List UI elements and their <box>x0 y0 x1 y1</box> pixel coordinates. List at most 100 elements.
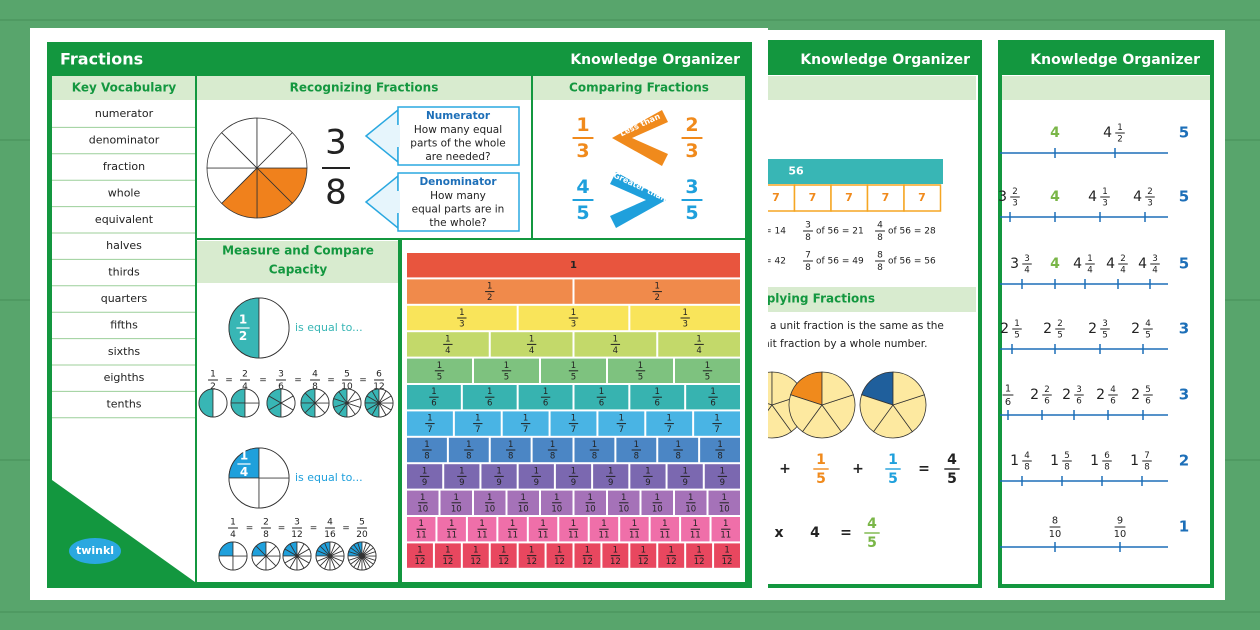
wall-piece-fraction-denominator: 12 <box>638 557 649 567</box>
pie-slice <box>258 447 290 479</box>
line-end-number: 3 <box>1179 320 1189 338</box>
fact-fraction-numerator: 4 <box>877 221 883 231</box>
info-box-text: the whole? <box>429 217 486 229</box>
vocabulary-word: fraction <box>103 160 145 173</box>
wall-piece-fraction-numerator: 1 <box>571 414 576 424</box>
compare-left-numerator: 1 <box>576 114 589 136</box>
whole-number: 2 <box>1043 321 1052 337</box>
compare-right-denominator: 3 <box>685 140 698 162</box>
fraction-numerator: 2 <box>1147 187 1153 197</box>
wall-piece-fraction-numerator: 1 <box>613 334 618 344</box>
fact-fraction-numerator: 7 <box>805 251 811 261</box>
wall-piece-fraction-denominator: 11 <box>659 531 670 541</box>
wall-piece-fraction-denominator: 11 <box>507 531 518 541</box>
fraction-denominator: 4 <box>1152 266 1158 276</box>
whole-number: 1 <box>1130 453 1139 469</box>
vocabulary-word: whole <box>108 186 141 199</box>
wall-piece-fraction-denominator: 11 <box>477 531 488 541</box>
wall-piece-fraction-denominator: 11 <box>568 531 579 541</box>
fraction-numerator: 9 <box>1117 516 1123 527</box>
info-box-text: parts of the whole <box>410 138 505 150</box>
wall-piece-fraction-numerator: 1 <box>662 519 667 529</box>
wall-piece-fraction-numerator: 1 <box>571 308 576 318</box>
whole-number: 3 <box>1010 256 1019 272</box>
wall-piece-fraction-denominator: 11 <box>599 531 610 541</box>
wall-piece-fraction-denominator: 5 <box>638 372 643 382</box>
capacity-fraction-numerator: 1 <box>239 313 247 327</box>
bar-model-part-value: 7 <box>809 191 817 204</box>
wall-piece-fraction-numerator: 1 <box>424 440 429 450</box>
whole-number: 4 <box>1050 189 1060 205</box>
vocabulary-word: eighths <box>104 371 145 384</box>
wall-piece-fraction-numerator: 1 <box>550 440 555 450</box>
wall-piece-fraction-denominator: 12 <box>526 557 537 567</box>
equivalent-fraction-numerator: 1 <box>210 370 216 380</box>
equation-symbol: = <box>840 525 852 541</box>
wall-piece-fraction-denominator: 7 <box>475 425 480 435</box>
whole-number: 2 <box>1030 387 1039 403</box>
wall-piece-fraction-denominator: 12 <box>722 557 733 567</box>
whole-number: 4 <box>1050 256 1060 272</box>
wall-piece-fraction-numerator: 1 <box>571 361 576 371</box>
equivalent-fraction-numerator: 1 <box>230 518 236 528</box>
wall-piece-fraction-numerator: 1 <box>655 387 660 397</box>
fact-fraction-numerator: 8 <box>877 251 883 261</box>
arrow-joint <box>396 191 400 213</box>
section-band <box>533 76 745 100</box>
wall-piece-fraction-denominator: 8 <box>424 451 429 461</box>
wall-piece-fraction-denominator: 5 <box>504 372 509 382</box>
fraction-denominator: 4 <box>1120 266 1126 276</box>
equation-symbol: + <box>779 461 791 477</box>
whole-number: 2 <box>1131 321 1140 337</box>
pie-slice <box>314 388 326 404</box>
fraction-numerator: 4 <box>1110 385 1116 395</box>
wall-piece-fraction-numerator: 1 <box>724 546 729 556</box>
equivalent-fraction-numerator: 3 <box>278 370 284 380</box>
whole-number: 1 <box>1010 453 1019 469</box>
wall-piece-fraction-numerator: 1 <box>473 546 478 556</box>
equivalent-fraction-denominator: 20 <box>356 530 368 540</box>
wall-piece-fraction-numerator: 1 <box>422 466 427 476</box>
wall-piece-fraction-denominator: 7 <box>571 425 576 435</box>
fraction-numerator: 7 <box>1144 451 1150 461</box>
fraction-numerator: 2 <box>1012 187 1018 197</box>
wall-piece-fraction-numerator: 1 <box>501 546 506 556</box>
equals-sign: = <box>225 376 233 386</box>
fraction-denominator: 8 <box>1104 463 1110 473</box>
wall-piece-fraction-denominator: 11 <box>446 531 457 541</box>
wall-piece-fraction-denominator: 12 <box>666 557 677 567</box>
wall-piece-fraction-numerator: 1 <box>487 282 492 292</box>
wall-piece-fraction-numerator: 1 <box>608 466 613 476</box>
equals-sign: = <box>259 376 267 386</box>
wall-piece-fraction-denominator: 10 <box>451 504 462 514</box>
big-denominator: 8 <box>325 173 347 213</box>
body-text: nit fraction by a whole number. <box>763 338 927 350</box>
wall-piece-fraction-denominator: 9 <box>571 478 576 488</box>
wall-piece-fraction-denominator: 11 <box>690 531 701 541</box>
pie-slice <box>232 541 248 557</box>
wall-piece-fraction-numerator: 1 <box>682 466 687 476</box>
header-band <box>760 42 980 75</box>
equivalent-fraction-numerator: 5 <box>359 518 365 528</box>
wall-piece-fraction-denominator: 9 <box>534 478 539 488</box>
wall-piece-fraction-denominator: 9 <box>422 478 427 488</box>
wall-piece-fraction-numerator: 1 <box>445 334 450 344</box>
fraction-numerator: 4 <box>1145 319 1151 329</box>
fact-text: = 14 <box>764 227 786 237</box>
wall-piece-fraction-denominator: 5 <box>705 372 710 382</box>
vocabulary-word: equivalent <box>95 213 154 226</box>
wall-piece-fraction-numerator: 1 <box>496 466 501 476</box>
wall-piece-fraction-denominator: 6 <box>487 399 492 409</box>
line-end-number: 5 <box>1179 124 1189 142</box>
section-title: Capacity <box>269 263 328 277</box>
wall-piece-fraction-numerator: 1 <box>521 493 526 503</box>
equivalent-fraction-numerator: 4 <box>327 518 333 528</box>
wall-piece-fraction-numerator: 1 <box>437 361 442 371</box>
wall-piece-fraction-numerator: 1 <box>638 361 643 371</box>
fraction-denominator: 10 <box>1114 529 1126 540</box>
fact-fraction-denominator: 8 <box>877 263 883 273</box>
pie-slice <box>861 371 894 406</box>
wall-piece-fraction-denominator: 10 <box>719 504 730 514</box>
